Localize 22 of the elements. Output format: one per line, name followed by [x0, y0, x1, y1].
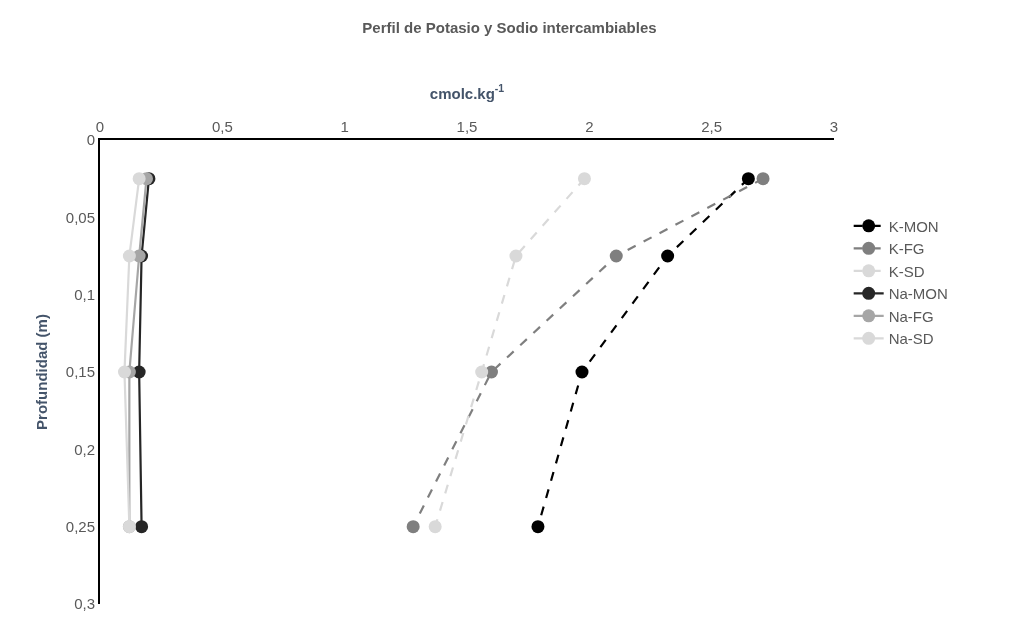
- y-axis-title: Profundidad (m): [32, 314, 50, 430]
- y-tick-label: 0: [86, 131, 95, 149]
- chart-title: Perfil de Potasio y Sodio intercambiables: [362, 18, 657, 36]
- legend-label: Na-FG: [888, 307, 934, 325]
- x-tick-label: 0,5: [211, 118, 233, 135]
- legend-label: K-FG: [888, 240, 925, 258]
- x-tick-label: 2,5: [701, 118, 723, 135]
- y-tick-label: 0,25: [65, 517, 95, 535]
- x-axis-title: cmolc.kg$^{-1}$: [429, 82, 505, 102]
- legend-label: K-MON: [888, 217, 939, 235]
- legend-label: Na-MON: [888, 285, 948, 303]
- x-tick-label: 3: [829, 118, 839, 135]
- y-tick-label: 0,3: [74, 595, 95, 613]
- x-tick-label: 1: [340, 118, 349, 135]
- x-tick-label: 1,5: [456, 118, 478, 135]
- y-tick-label: 0,2: [74, 440, 95, 458]
- x-tick-label: 2: [585, 118, 594, 135]
- legend-label: Na-SD: [888, 330, 934, 348]
- y-tick-label: 0,05: [65, 208, 95, 226]
- y-tick-label: 0,15: [65, 363, 95, 381]
- y-tick-label: 0,1: [74, 285, 95, 303]
- legend-label: K-SD: [888, 262, 925, 280]
